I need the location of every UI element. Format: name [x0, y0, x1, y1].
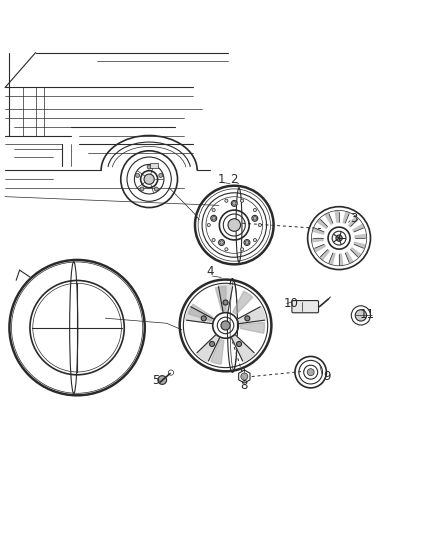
Wedge shape — [336, 211, 339, 222]
Circle shape — [231, 200, 237, 206]
Circle shape — [336, 235, 342, 241]
Text: 8: 8 — [240, 379, 248, 392]
Text: 2: 2 — [230, 173, 238, 185]
Circle shape — [140, 187, 144, 191]
Wedge shape — [313, 228, 324, 234]
Wedge shape — [349, 216, 358, 227]
Text: 10: 10 — [283, 297, 298, 310]
Circle shape — [307, 369, 314, 376]
Circle shape — [228, 219, 240, 231]
Circle shape — [211, 215, 217, 221]
Circle shape — [154, 187, 158, 191]
Wedge shape — [238, 306, 265, 324]
Wedge shape — [329, 253, 335, 264]
Wedge shape — [318, 220, 328, 229]
Wedge shape — [312, 238, 323, 242]
Circle shape — [209, 342, 215, 346]
Text: 1: 1 — [217, 173, 225, 185]
Wedge shape — [240, 322, 265, 333]
Wedge shape — [211, 340, 224, 364]
Wedge shape — [219, 285, 233, 312]
Wedge shape — [188, 304, 213, 321]
FancyBboxPatch shape — [150, 163, 158, 168]
Wedge shape — [325, 213, 333, 224]
Wedge shape — [339, 254, 343, 265]
Wedge shape — [350, 248, 360, 257]
Wedge shape — [355, 235, 366, 238]
Text: 3: 3 — [351, 212, 358, 225]
Circle shape — [221, 321, 230, 330]
Circle shape — [237, 342, 241, 346]
Wedge shape — [353, 224, 364, 232]
Wedge shape — [354, 242, 365, 248]
Circle shape — [253, 216, 257, 220]
FancyBboxPatch shape — [292, 301, 318, 313]
Circle shape — [212, 216, 215, 220]
Circle shape — [245, 241, 249, 244]
Wedge shape — [233, 291, 253, 314]
Text: 9: 9 — [324, 370, 331, 383]
Circle shape — [253, 208, 257, 212]
Circle shape — [135, 173, 140, 177]
Wedge shape — [232, 335, 254, 362]
Wedge shape — [215, 286, 226, 311]
Circle shape — [219, 239, 225, 246]
Circle shape — [241, 373, 248, 380]
Circle shape — [233, 201, 236, 205]
Wedge shape — [346, 252, 353, 263]
Wedge shape — [197, 335, 219, 362]
Circle shape — [201, 316, 206, 321]
Circle shape — [258, 223, 261, 227]
Circle shape — [158, 376, 166, 384]
Text: 4: 4 — [207, 265, 214, 278]
Circle shape — [212, 238, 215, 241]
Circle shape — [253, 238, 257, 241]
Circle shape — [225, 199, 228, 203]
Circle shape — [147, 165, 151, 169]
Circle shape — [159, 173, 163, 177]
Circle shape — [212, 208, 215, 212]
Circle shape — [240, 199, 244, 203]
Circle shape — [225, 248, 228, 251]
Wedge shape — [314, 245, 325, 252]
Circle shape — [207, 223, 210, 227]
Text: 5: 5 — [152, 374, 159, 387]
Text: 11: 11 — [360, 308, 375, 321]
Circle shape — [240, 248, 244, 251]
Circle shape — [220, 241, 223, 244]
Circle shape — [144, 174, 154, 184]
Wedge shape — [343, 212, 349, 223]
Wedge shape — [320, 249, 329, 260]
Circle shape — [244, 239, 250, 246]
Circle shape — [252, 215, 258, 221]
Wedge shape — [186, 306, 213, 324]
Circle shape — [245, 316, 250, 321]
Circle shape — [223, 300, 228, 305]
Circle shape — [355, 310, 367, 321]
